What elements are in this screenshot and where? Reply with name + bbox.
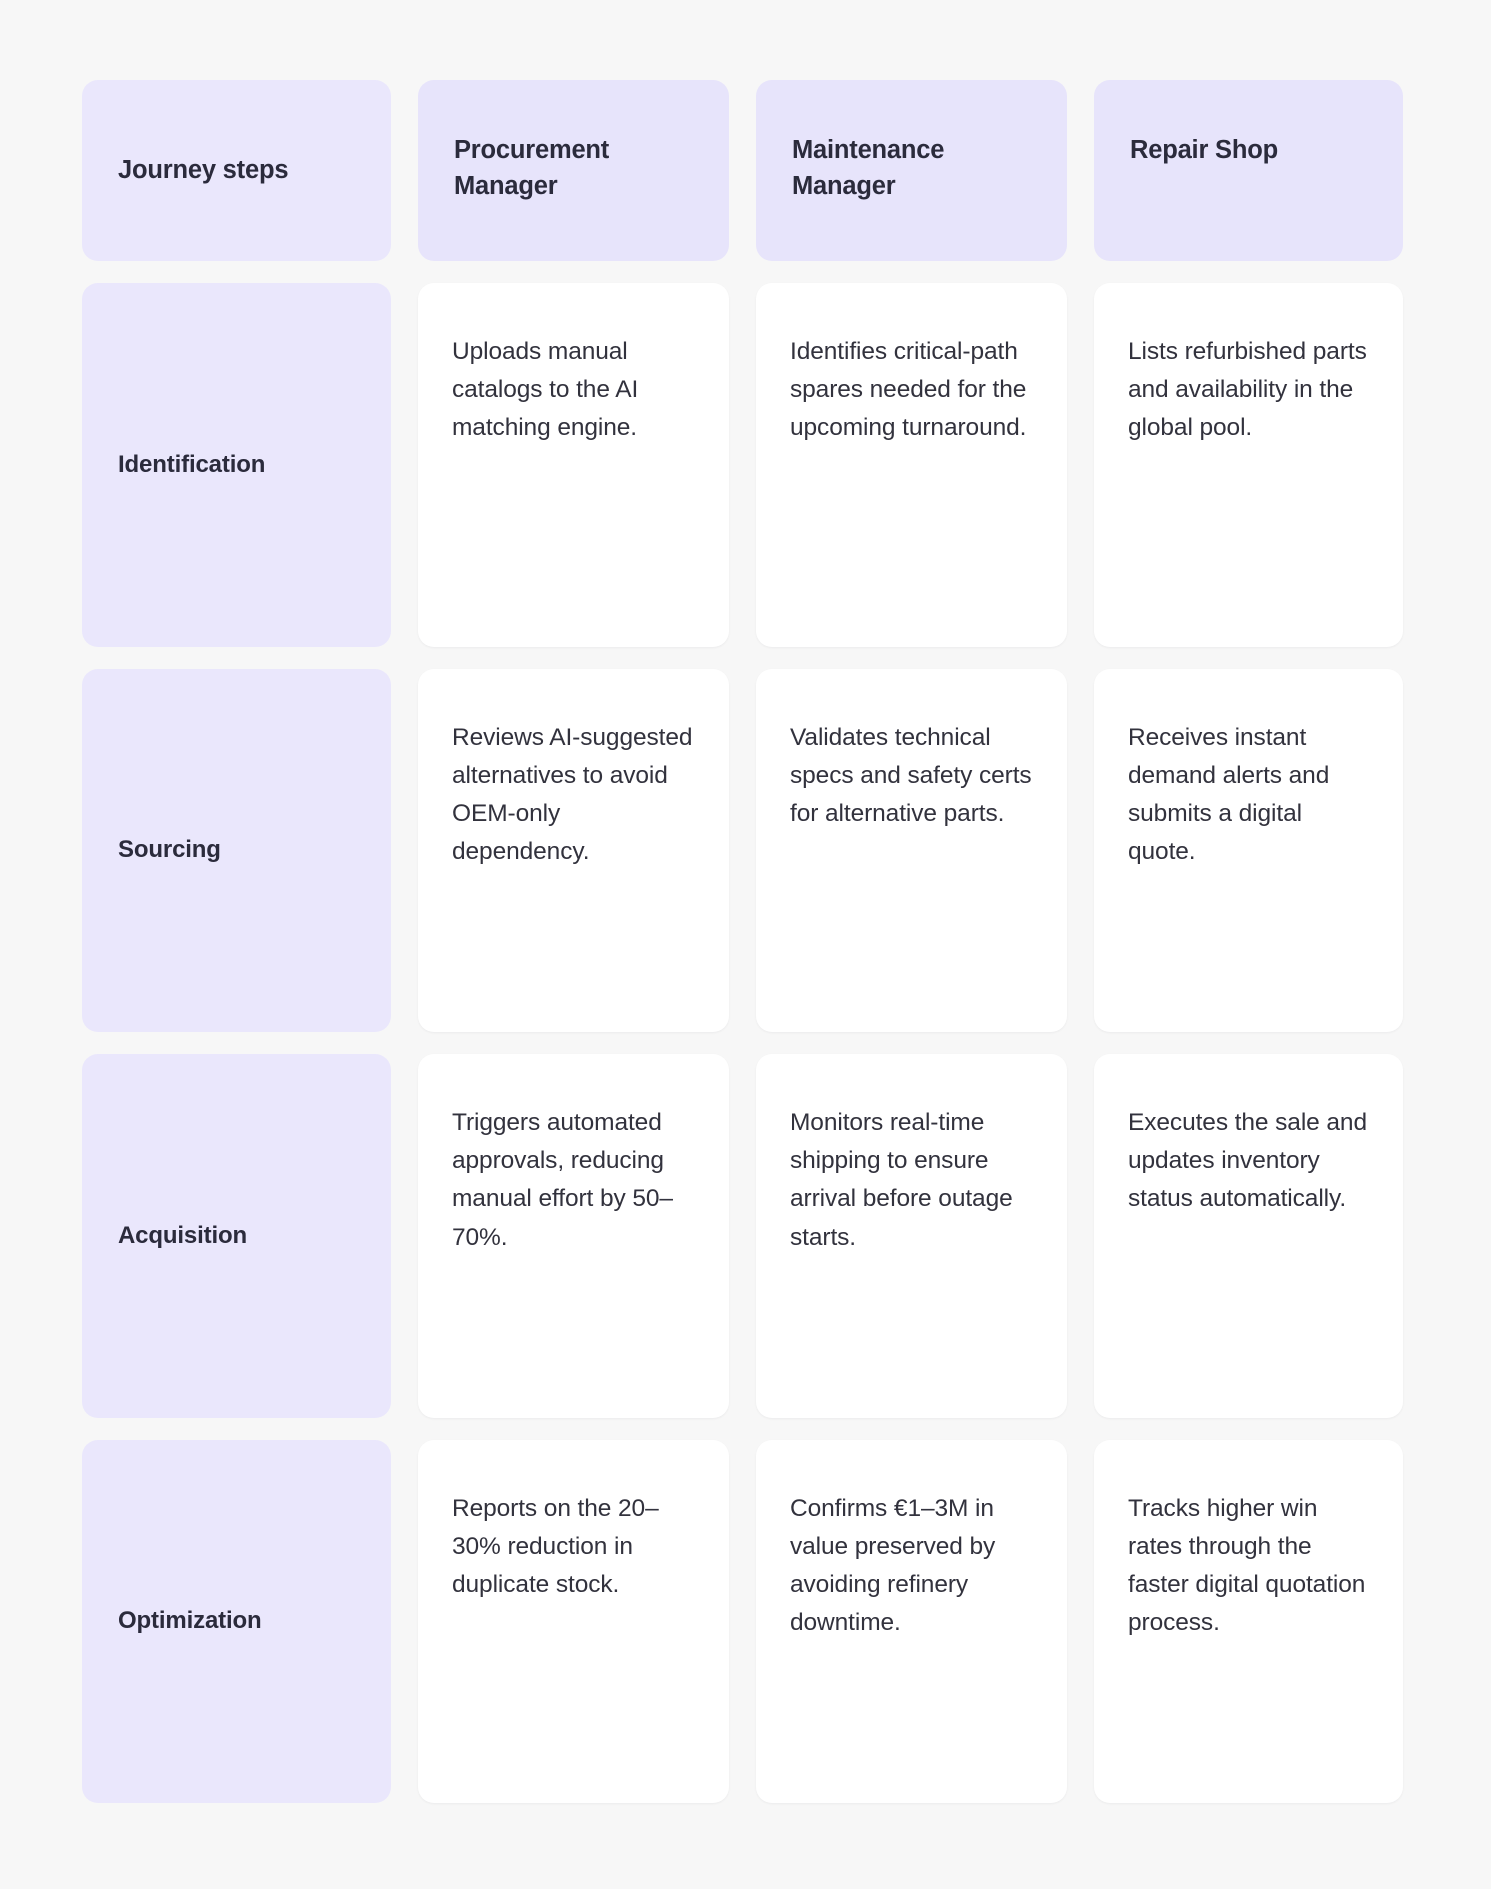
cell-text: Reports on the 20–30% reduction in dupli…: [452, 1494, 659, 1598]
row-label-identification: Identification: [82, 283, 391, 647]
cell-optimization-maintenance-manager: Confirms €1–3M in value preserved by avo…: [756, 1439, 1067, 1803]
matrix-row-acquisition: Acquisition Triggers automated approvals…: [82, 1054, 1407, 1418]
cell-identification-repair-shop: Lists refurbished parts and availability…: [1094, 283, 1403, 647]
cell-text: Tracks higher win rates through the fast…: [1128, 1494, 1366, 1637]
cell-text: Validates technical specs and safety cer…: [790, 723, 1032, 827]
column-header-label: Procurement Manager: [454, 136, 610, 201]
cell-optimization-repair-shop: Tracks higher win rates through the fast…: [1094, 1439, 1403, 1803]
row-label-acquisition: Acquisition: [82, 1054, 391, 1418]
cell-sourcing-repair-shop: Receives instant demand alerts and submi…: [1094, 668, 1403, 1032]
header-cell-journey-steps: Journey steps: [82, 80, 391, 261]
row-label-text: Optimization: [118, 1607, 262, 1635]
column-header-label: Maintenance Manager: [792, 136, 945, 201]
journey-steps-label: Journey steps: [118, 156, 289, 185]
row-label-sourcing: Sourcing: [82, 668, 391, 1032]
cell-identification-procurement-manager: Uploads manual catalogs to the AI matchi…: [418, 283, 729, 647]
cell-sourcing-maintenance-manager: Validates technical specs and safety cer…: [756, 668, 1067, 1032]
header-cell-repair-shop: Repair Shop: [1094, 80, 1403, 261]
header-cell-procurement-manager: Procurement Manager: [418, 80, 729, 261]
cell-text: Identifies critical-path spares needed f…: [790, 338, 1027, 442]
cell-text: Uploads manual catalogs to the AI matchi…: [452, 338, 639, 442]
cell-acquisition-repair-shop: Executes the sale and updates inventory …: [1094, 1054, 1403, 1418]
cell-text: Monitors real-time shipping to ensure ar…: [790, 1109, 1013, 1251]
row-label-text: Acquisition: [118, 1221, 248, 1249]
cell-text: Confirms €1–3M in value preserved by avo…: [790, 1494, 996, 1637]
cell-sourcing-procurement-manager: Reviews AI-suggested alternatives to avo…: [418, 668, 729, 1032]
matrix-row-optimization: Optimization Reports on the 20–30% reduc…: [82, 1439, 1407, 1803]
cell-text: Lists refurbished parts and availability…: [1128, 338, 1367, 442]
row-label-text: Sourcing: [118, 836, 221, 864]
column-header-label: Repair Shop: [1130, 136, 1278, 164]
cell-optimization-procurement-manager: Reports on the 20–30% reduction in dupli…: [418, 1439, 729, 1803]
cell-text: Receives instant demand alerts and submi…: [1128, 723, 1330, 866]
cell-identification-maintenance-manager: Identifies critical-path spares needed f…: [756, 283, 1067, 647]
matrix-header-row: Journey steps Procurement Manager Mainte…: [82, 80, 1407, 261]
matrix-row-identification: Identification Uploads manual catalogs t…: [82, 283, 1407, 647]
cell-text: Executes the sale and updates inventory …: [1128, 1109, 1367, 1213]
cell-acquisition-maintenance-manager: Monitors real-time shipping to ensure ar…: [756, 1054, 1067, 1418]
cell-text: Reviews AI-suggested alternatives to avo…: [452, 723, 693, 866]
cell-acquisition-procurement-manager: Triggers automated approvals, reducing m…: [418, 1054, 729, 1418]
header-cell-maintenance-manager: Maintenance Manager: [756, 80, 1067, 261]
row-label-optimization: Optimization: [82, 1439, 391, 1803]
matrix-row-sourcing: Sourcing Reviews AI-suggested alternativ…: [82, 668, 1407, 1032]
cell-text: Triggers automated approvals, reducing m…: [452, 1109, 673, 1251]
row-label-text: Identification: [118, 450, 266, 478]
